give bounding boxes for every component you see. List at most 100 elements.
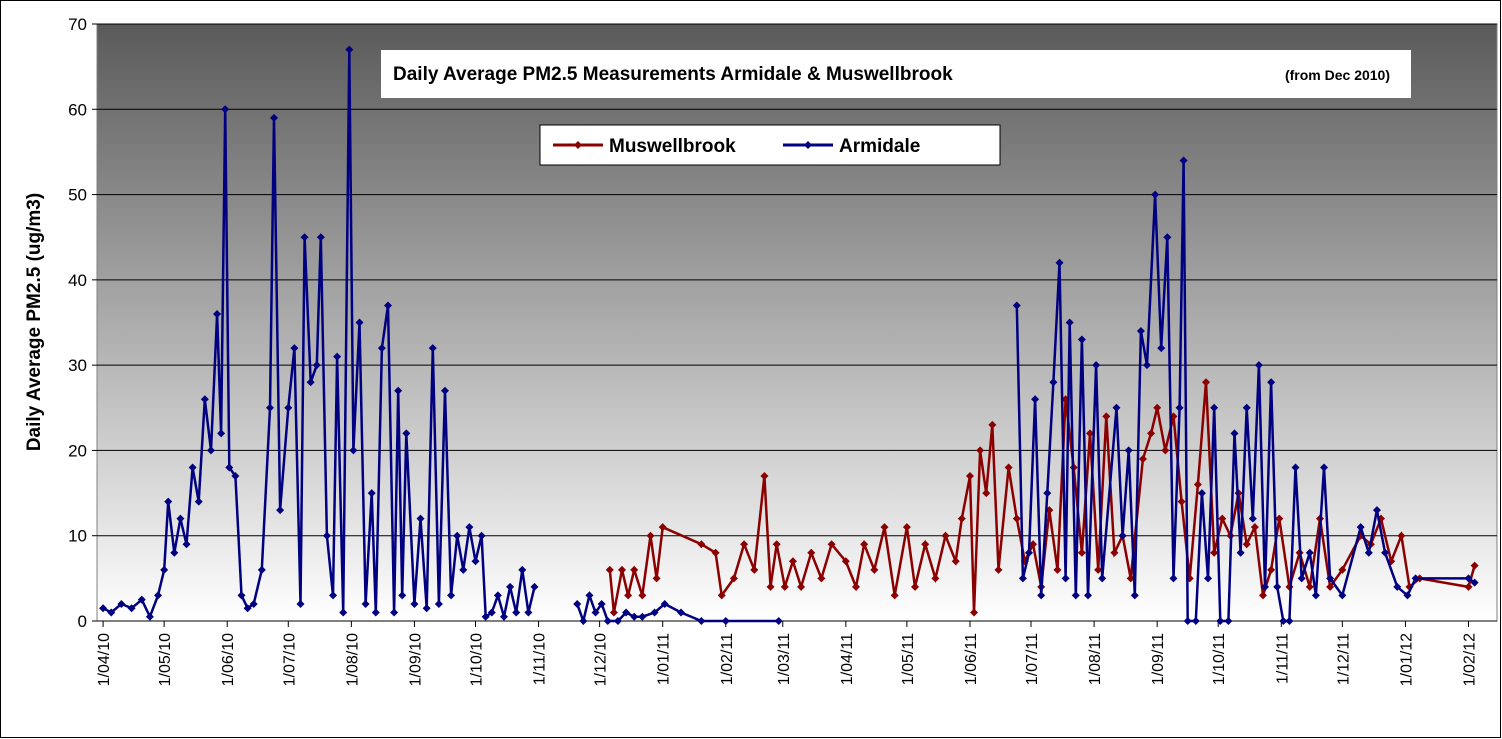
marker bbox=[428, 344, 437, 353]
marker bbox=[1065, 318, 1074, 327]
marker bbox=[1250, 523, 1259, 532]
marker bbox=[1124, 446, 1133, 455]
marker bbox=[970, 608, 979, 617]
marker bbox=[1153, 403, 1162, 412]
marker bbox=[766, 582, 775, 591]
marker bbox=[797, 582, 806, 591]
marker bbox=[1464, 574, 1473, 583]
marker bbox=[284, 403, 293, 412]
marker bbox=[137, 595, 146, 604]
marker bbox=[1202, 378, 1211, 387]
marker bbox=[1204, 574, 1213, 583]
marker bbox=[1338, 591, 1347, 600]
marker bbox=[145, 612, 154, 621]
marker bbox=[249, 599, 258, 608]
x-tick-label: 1/01/12 bbox=[1398, 633, 1415, 686]
marker bbox=[772, 540, 781, 549]
marker bbox=[176, 514, 185, 523]
marker bbox=[371, 608, 380, 617]
x-tick-label: 1/08/10 bbox=[344, 633, 361, 686]
marker bbox=[807, 548, 816, 557]
marker bbox=[1258, 591, 1267, 600]
marker bbox=[349, 446, 358, 455]
marker bbox=[257, 565, 266, 574]
y-tick-label: 20 bbox=[68, 441, 87, 460]
marker bbox=[524, 608, 533, 617]
marker bbox=[434, 599, 443, 608]
marker bbox=[1077, 335, 1086, 344]
marker bbox=[440, 386, 449, 395]
marker bbox=[206, 446, 215, 455]
marker bbox=[1297, 574, 1306, 583]
marker bbox=[630, 612, 639, 621]
marker bbox=[860, 540, 869, 549]
marker bbox=[1147, 429, 1156, 438]
marker bbox=[1326, 574, 1335, 583]
marker bbox=[1183, 617, 1192, 625]
x-tick-label: 1/12/10 bbox=[593, 633, 610, 686]
marker bbox=[1143, 361, 1151, 370]
marker bbox=[225, 463, 234, 472]
marker bbox=[471, 557, 480, 566]
marker bbox=[650, 608, 659, 617]
marker bbox=[1031, 395, 1040, 404]
marker bbox=[1273, 582, 1282, 591]
legend-marker bbox=[574, 141, 582, 149]
marker bbox=[1191, 617, 1200, 625]
marker bbox=[951, 557, 960, 566]
marker bbox=[394, 386, 403, 395]
marker bbox=[817, 574, 826, 583]
marker bbox=[398, 591, 407, 600]
marker bbox=[1397, 531, 1406, 540]
marker bbox=[902, 523, 911, 532]
marker bbox=[117, 599, 126, 608]
marker bbox=[660, 599, 669, 608]
marker bbox=[127, 604, 136, 613]
x-tick-label: 1/05/10 bbox=[157, 633, 174, 686]
x-tick-label: 1/02/12 bbox=[1462, 633, 1479, 686]
marker bbox=[976, 446, 985, 455]
marker bbox=[465, 523, 474, 532]
marker bbox=[931, 574, 940, 583]
marker bbox=[1092, 361, 1101, 370]
y-tick-label: 60 bbox=[68, 100, 87, 119]
marker bbox=[1356, 523, 1365, 532]
x-tick-label: 1/05/11 bbox=[900, 633, 917, 685]
marker bbox=[1043, 489, 1052, 498]
marker bbox=[1102, 412, 1111, 421]
marker bbox=[329, 591, 338, 600]
x-tick-label: 1/07/10 bbox=[281, 633, 298, 686]
marker bbox=[1305, 582, 1314, 591]
marker bbox=[1267, 378, 1276, 387]
marker bbox=[322, 531, 331, 540]
marker bbox=[493, 591, 502, 600]
marker bbox=[290, 344, 299, 353]
marker bbox=[613, 617, 622, 625]
marker bbox=[1393, 582, 1402, 591]
marker bbox=[194, 497, 203, 506]
y-tick-label: 30 bbox=[68, 356, 87, 375]
marker bbox=[107, 608, 116, 617]
marker bbox=[965, 472, 974, 481]
marker bbox=[237, 591, 246, 600]
marker bbox=[579, 617, 588, 625]
x-tick-label: 1/09/11 bbox=[1150, 633, 1167, 685]
marker bbox=[591, 608, 600, 617]
marker bbox=[717, 591, 726, 600]
x-tick-label: 1/09/10 bbox=[407, 633, 424, 686]
series-line bbox=[102, 49, 536, 620]
marker bbox=[760, 472, 769, 481]
marker bbox=[597, 599, 606, 608]
marker bbox=[333, 352, 342, 361]
legend-marker bbox=[804, 141, 812, 149]
marker bbox=[638, 591, 647, 600]
marker bbox=[890, 591, 899, 600]
marker bbox=[1275, 514, 1284, 523]
marker bbox=[622, 608, 631, 617]
marker bbox=[390, 608, 399, 617]
marker bbox=[300, 233, 309, 242]
marker bbox=[1012, 514, 1021, 523]
marker bbox=[316, 233, 325, 242]
marker bbox=[1175, 403, 1184, 412]
marker bbox=[345, 45, 354, 54]
